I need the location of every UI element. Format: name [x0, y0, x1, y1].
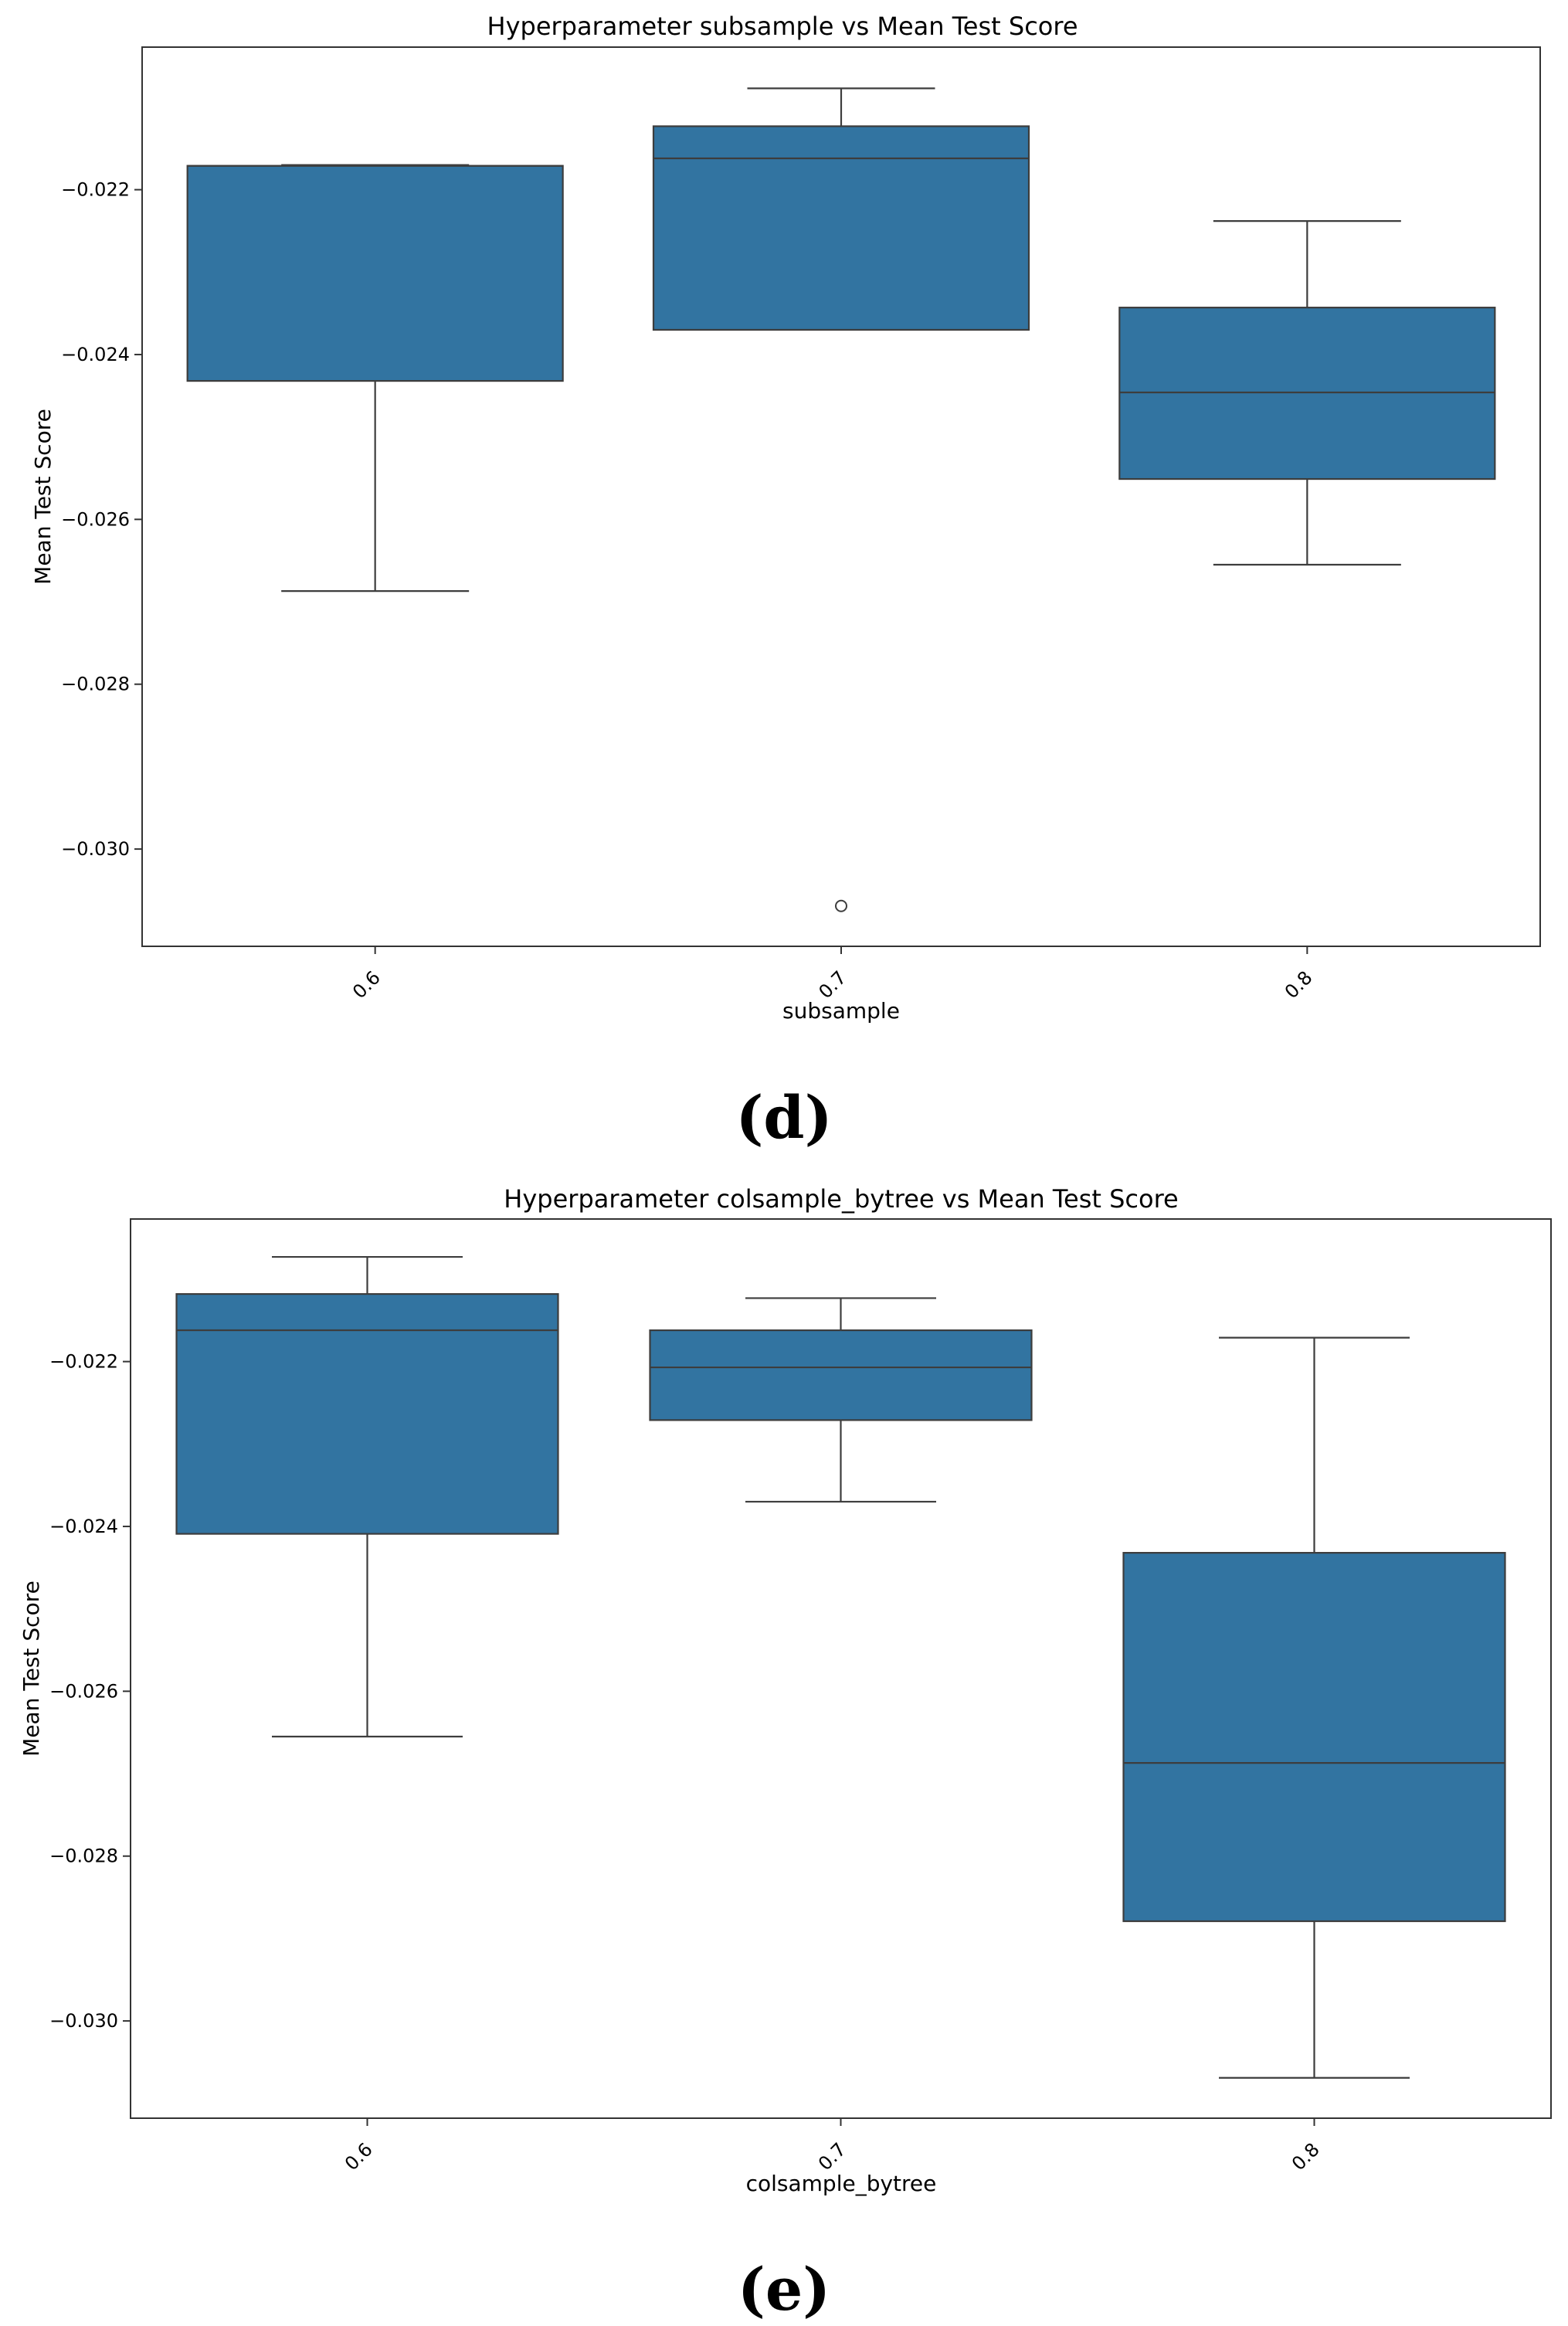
box-group-0.7 [649, 1297, 1033, 1503]
box-iqr [186, 165, 564, 382]
y-tick-label: −0.024 [49, 1516, 118, 1537]
y-tick-label: −0.028 [49, 1846, 118, 1867]
x-axis-label: subsample [782, 998, 900, 1024]
chart-title: Hyperparameter subsample vs Mean Test Sc… [487, 12, 1078, 41]
box-group-0.6 [175, 1255, 559, 1738]
box-iqr [652, 125, 1030, 331]
panel-label: (d) [735, 1083, 832, 1152]
y-tick-label: −0.024 [61, 344, 130, 365]
y-axis-label: Mean Test Score [30, 409, 56, 585]
y-axis-ticks: −0.030 −0.028 −0.026 −0.024 −0.022 [61, 179, 142, 860]
y-axis-ticks: −0.030 −0.028 −0.026 −0.024 −0.022 [49, 1351, 131, 2032]
y-tick-label: −0.030 [49, 2010, 118, 2032]
box-group-0.8 [1122, 1336, 1506, 2079]
box-iqr [1122, 1551, 1506, 1923]
panel-label: (e) [738, 2255, 830, 2324]
box-group-0.6 [186, 164, 564, 593]
chart-title: Hyperparameter colsample_bytree vs Mean … [504, 1184, 1178, 1214]
y-tick-label: −0.030 [61, 838, 130, 860]
y-tick-label: −0.022 [49, 1351, 118, 1373]
box-group-0.7 [652, 87, 1030, 912]
box-iqr [649, 1329, 1033, 1421]
y-tick-label: −0.022 [61, 179, 130, 201]
y-tick-label: −0.028 [61, 674, 130, 695]
chart-panel-e: Hyperparameter colsample_bytree vs Mean … [19, 1184, 1552, 2324]
box-group-0.8 [1118, 220, 1496, 566]
box-iqr [175, 1292, 559, 1535]
y-tick-label: −0.026 [61, 508, 130, 530]
plot-area [186, 87, 1496, 912]
plot-area [175, 1255, 1506, 2079]
chart-panel-d: Hyperparameter subsample vs Mean Test Sc… [30, 12, 1541, 1152]
y-axis-label: Mean Test Score [19, 1581, 44, 1757]
x-axis-label: colsample_bytree [746, 2171, 937, 2196]
outlier-point [835, 899, 847, 912]
y-tick-label: −0.026 [49, 1680, 118, 1702]
